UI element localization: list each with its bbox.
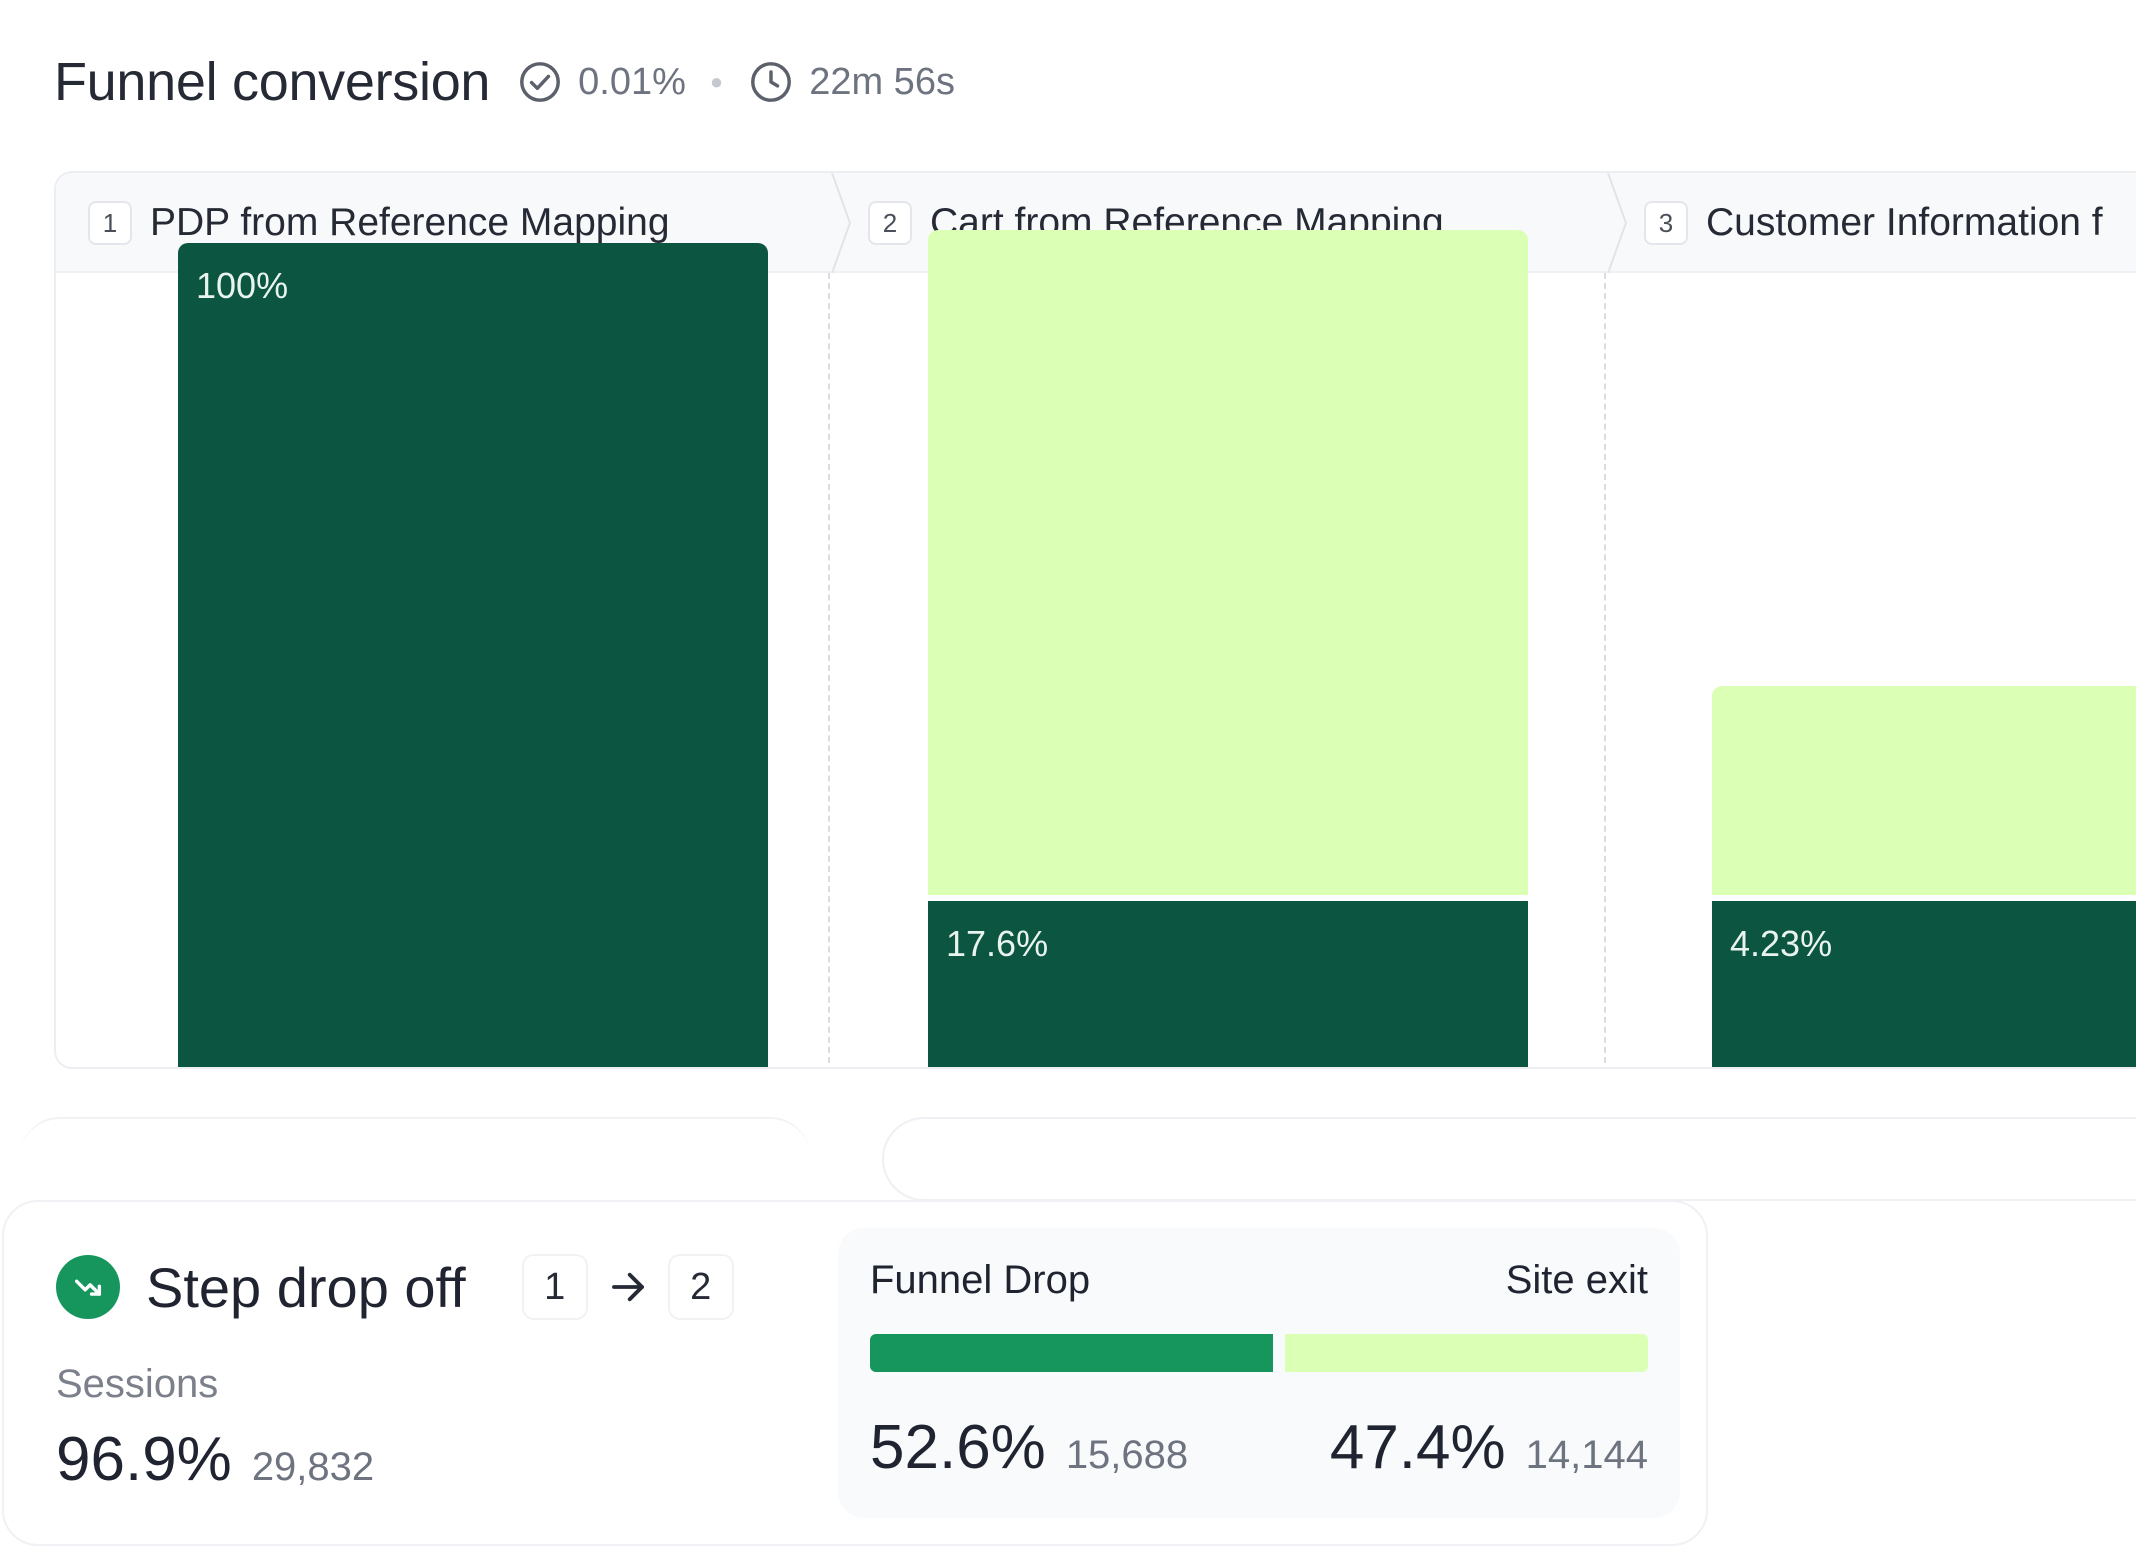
funnel-header: Funnel conversion 0.01% ● 22m 56s — [54, 46, 955, 118]
step-chevron-icon — [831, 173, 852, 273]
site-exit-label: Site exit — [1505, 1258, 1648, 1302]
step-number: 3 — [1644, 201, 1688, 245]
from-step-selector[interactable]: 1 — [521, 1254, 588, 1320]
funnel-drop-label: Funnel Drop — [870, 1258, 1091, 1302]
step-number: 1 — [88, 201, 132, 245]
drop-breakdown-bar — [870, 1334, 1648, 1372]
conversion-rate: 0.01% — [578, 60, 686, 103]
funnel-drop-stat: 52.6% 15,688 — [870, 1412, 1188, 1483]
separator-dot: ● — [709, 69, 724, 94]
panel-edge — [882, 1117, 2136, 1201]
sessions-count: 29,832 — [251, 1445, 375, 1489]
funnel-meta: 0.01% ● 22m 56s — [516, 58, 955, 106]
site-exit-percent: 47.4% — [1329, 1413, 1506, 1482]
step-label: PDP from Reference Mapping — [150, 201, 670, 244]
drop-off-header: Step drop off 1 2 — [56, 1254, 734, 1320]
page-title: Funnel conversion — [54, 52, 491, 112]
step-label: Customer Information f — [1706, 201, 2103, 244]
check-circle-icon — [516, 58, 564, 106]
bar-data-label: 17.6% — [946, 923, 1049, 964]
arrow-right-icon — [606, 1265, 650, 1309]
bar-converted-step-1[interactable]: 100% — [178, 243, 768, 1067]
step-drop-off-panel: Step drop off 1 2 Sessions 96.9% 29,832 … — [2, 1200, 1708, 1546]
site-exit-count: 14,144 — [1525, 1433, 1648, 1477]
average-duration: 22m 56s — [809, 60, 955, 103]
site-exit-segment — [1285, 1334, 1648, 1372]
drop-breakdown-card: Funnel Drop Site exit 52.6% 15,688 47.4%… — [838, 1228, 1680, 1518]
clock-icon — [747, 58, 795, 106]
panel-edge — [20, 1117, 810, 1207]
step-divider — [828, 273, 830, 1067]
funnel-drop-segment — [870, 1334, 1273, 1372]
step-1-header[interactable]: 1 PDP from Reference Mapping — [88, 173, 670, 273]
drop-off-title: Step drop off — [146, 1255, 466, 1319]
sessions-label: Sessions — [56, 1362, 219, 1406]
bar-data-label: 4.23% — [1730, 923, 1833, 964]
bar-converted-step-3[interactable]: 4.23% — [1712, 901, 2136, 1067]
sessions-percent: 96.9% — [56, 1425, 232, 1494]
step-chevron-icon — [1607, 173, 1628, 273]
bar-dropped-step-2[interactable] — [928, 230, 1528, 895]
step-range-selector: 1 2 — [521, 1254, 734, 1320]
to-step-selector[interactable]: 2 — [667, 1254, 734, 1320]
funnel-drop-percent: 52.6% — [870, 1413, 1046, 1482]
step-3-header[interactable]: 3 Customer Information f — [1644, 173, 2103, 273]
site-exit-stat: 47.4% 14,144 — [1330, 1412, 1648, 1483]
step-divider — [1604, 273, 1606, 1067]
funnel-chart: 1 PDP from Reference Mapping 2 Cart from… — [54, 171, 2136, 1069]
trending-down-icon — [56, 1255, 120, 1319]
bar-data-label: 100% — [196, 265, 289, 306]
step-number: 2 — [868, 201, 912, 245]
bar-converted-step-2[interactable]: 17.6% — [928, 901, 1528, 1067]
sessions-value: 96.9% 29,832 — [56, 1424, 374, 1495]
bar-dropped-step-3[interactable] — [1712, 685, 2136, 895]
funnel-drop-count: 15,688 — [1065, 1433, 1189, 1477]
